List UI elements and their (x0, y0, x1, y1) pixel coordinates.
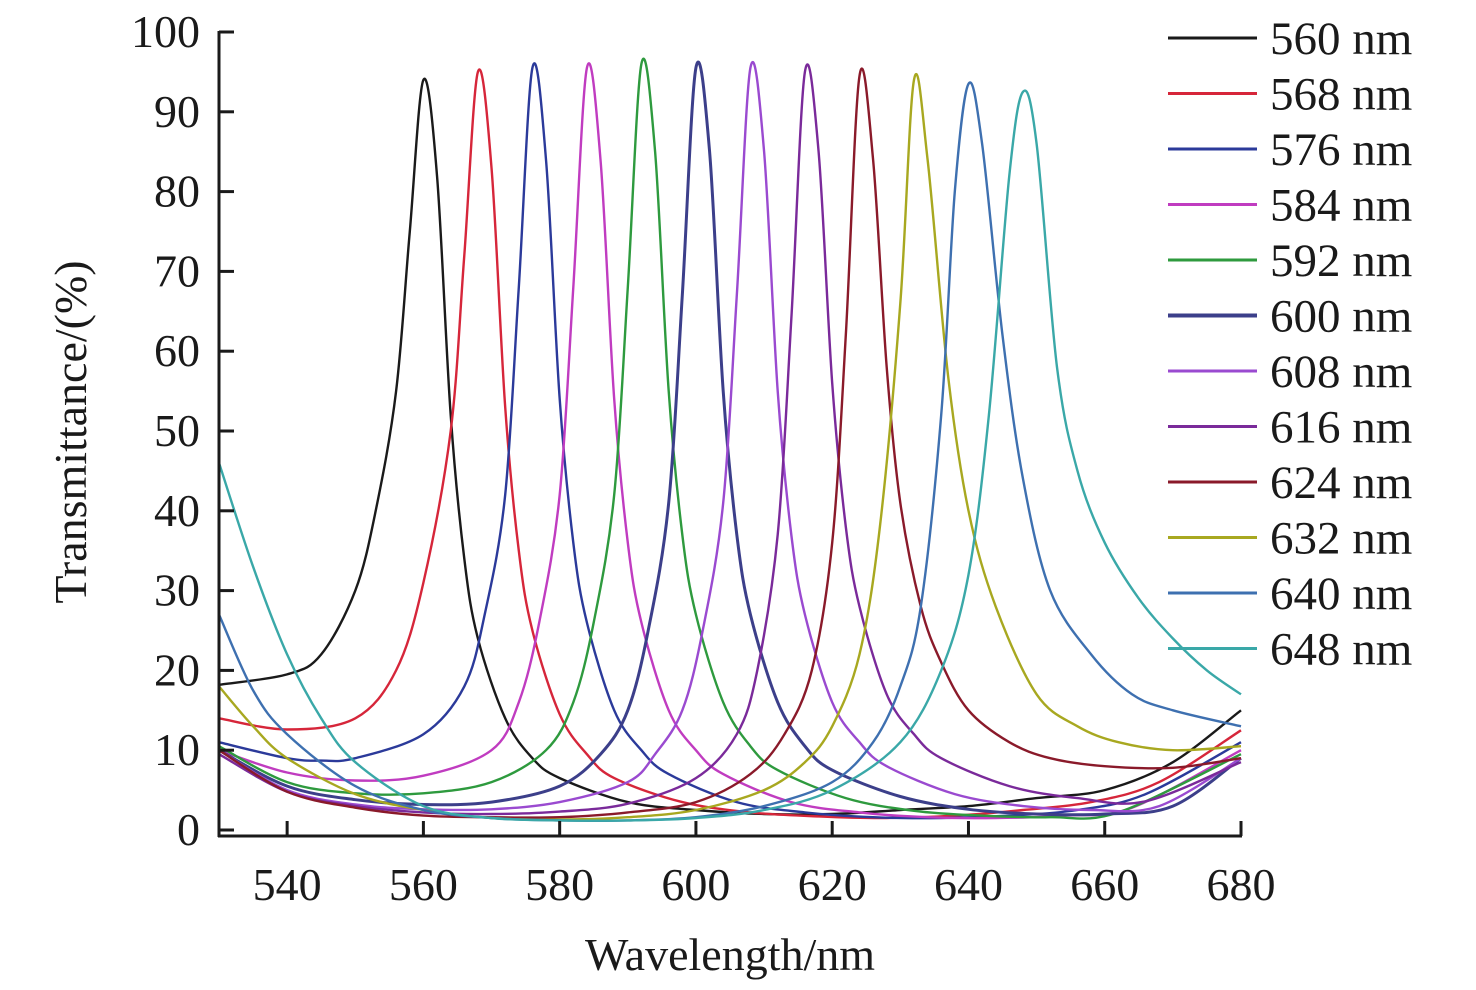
series-line-648nm (217, 89, 1242, 822)
series-line-616nm (218, 63, 1242, 816)
legend-item: 616 nm (1168, 402, 1412, 454)
y-tick-label: 50 (154, 405, 200, 456)
legend-label: 560 nm (1270, 13, 1412, 65)
x-tick-label: 680 (1207, 859, 1276, 910)
y-axis-title: Transmittance/(%) (45, 260, 96, 603)
series-curves (217, 57, 1242, 822)
x-tick-label: 560 (389, 859, 458, 910)
legend-item: 624 nm (1168, 457, 1412, 509)
legend-label: 616 nm (1270, 402, 1412, 454)
legend-item: 576 nm (1168, 124, 1412, 176)
y-tick-label: 30 (154, 565, 200, 616)
x-tick-label: 600 (661, 859, 730, 910)
x-tick-label: 640 (934, 859, 1003, 910)
series-line-568nm (218, 68, 1242, 820)
legend-label: 576 nm (1270, 124, 1412, 176)
legend-label: 608 nm (1270, 346, 1412, 398)
y-tick-label: 40 (154, 485, 200, 536)
series-line-640nm (217, 81, 1242, 822)
series-line-584nm (218, 62, 1242, 820)
y-tick-label: 90 (154, 86, 200, 137)
x-ticks: 540 560 580 600 620 640 660 680 (253, 821, 1276, 910)
y-tick-label: 100 (131, 6, 200, 57)
y-ticks: 0 10 20 30 40 50 60 70 80 90 100 (131, 6, 234, 855)
x-axis-title: Wavelength/nm (585, 929, 875, 980)
y-tick-label: 60 (154, 325, 200, 376)
legend-label: 624 nm (1270, 457, 1412, 509)
legend-item: 592 nm (1168, 235, 1412, 287)
series-line-608nm (218, 60, 1242, 813)
legend-label: 632 nm (1270, 513, 1412, 565)
legend-item: 568 nm (1168, 69, 1412, 121)
series-line-592nm (218, 57, 1242, 820)
series-line-600nm (218, 60, 1242, 817)
x-tick-label: 540 (253, 859, 322, 910)
legend-item: 608 nm (1168, 346, 1412, 398)
series-line-632nm (218, 72, 1242, 821)
legend-item: 648 nm (1168, 624, 1412, 676)
legend-item: 560 nm (1168, 13, 1412, 65)
legend-label: 600 nm (1270, 291, 1412, 343)
x-tick-label: 580 (525, 859, 594, 910)
legend-label: 640 nm (1270, 568, 1412, 620)
legend-label: 584 nm (1270, 180, 1412, 232)
legend-item: 584 nm (1168, 180, 1412, 232)
y-tick-label: 0 (177, 804, 200, 855)
x-tick-label: 620 (798, 859, 867, 910)
legend-item: 640 nm (1168, 568, 1412, 620)
x-tick-label: 660 (1070, 859, 1139, 910)
legend-label: 648 nm (1270, 624, 1412, 676)
legend-label: 592 nm (1270, 235, 1412, 287)
y-tick-label: 20 (154, 644, 200, 695)
legend-label: 568 nm (1270, 69, 1412, 121)
y-tick-label: 70 (154, 245, 200, 296)
legend-item: 600 nm (1168, 291, 1412, 343)
y-tick-label: 80 (154, 166, 200, 217)
y-tick-label: 10 (154, 724, 200, 775)
series-line-624nm (218, 67, 1242, 819)
legend-item: 632 nm (1168, 513, 1412, 565)
axes (217, 31, 1242, 838)
